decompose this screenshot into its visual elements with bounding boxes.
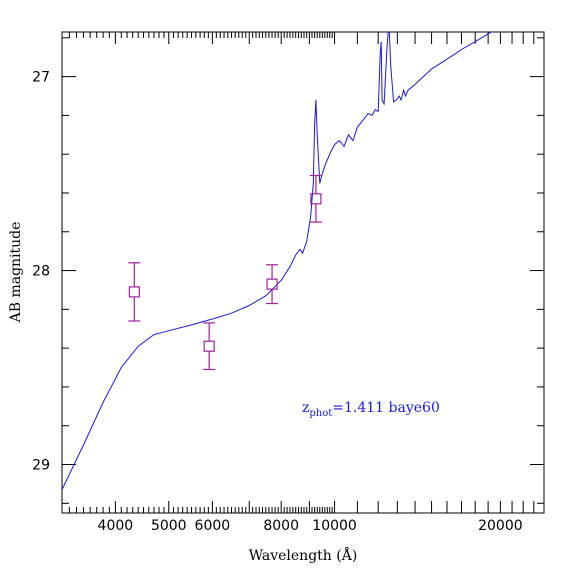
x-tick-label: 8000 bbox=[263, 518, 299, 534]
x-tick-label: 10000 bbox=[312, 518, 357, 534]
y-tick-label: 27 bbox=[32, 70, 50, 86]
axis-ticks bbox=[62, 32, 545, 513]
y-axis-title: AB magnitude bbox=[8, 222, 24, 324]
annotation-zphot: zphot=1.411 baye60 bbox=[302, 400, 440, 419]
x-tick-label: 6000 bbox=[195, 518, 231, 534]
y-tick-label: 29 bbox=[32, 458, 50, 474]
x-tick-label: 4000 bbox=[98, 518, 134, 534]
photometry-points bbox=[128, 174, 322, 371]
x-tick-labels: 4000 5000 6000 8000 10000 20000 bbox=[98, 518, 523, 534]
photometry-point bbox=[203, 322, 216, 371]
x-axis-title: Wavelength (Å) bbox=[249, 546, 358, 564]
plot-frame bbox=[61, 31, 545, 514]
data-marker bbox=[310, 193, 322, 205]
sed-model-line bbox=[62, 32, 493, 490]
data-marker bbox=[128, 286, 140, 298]
annotation-z: z bbox=[302, 400, 309, 416]
photometry-point bbox=[309, 174, 322, 223]
annotation-value: =1.411 baye60 bbox=[332, 400, 440, 416]
photometry-point bbox=[128, 262, 141, 322]
y-tick-label: 28 bbox=[32, 264, 50, 280]
x-tick-label: 5000 bbox=[151, 518, 187, 534]
annotation-subscript: phot bbox=[309, 408, 332, 419]
data-marker bbox=[266, 278, 278, 290]
photometry-point bbox=[266, 264, 279, 305]
data-marker bbox=[203, 340, 215, 352]
x-tick-label: 20000 bbox=[478, 518, 523, 534]
y-tick-labels: 27 28 29 bbox=[32, 70, 50, 474]
